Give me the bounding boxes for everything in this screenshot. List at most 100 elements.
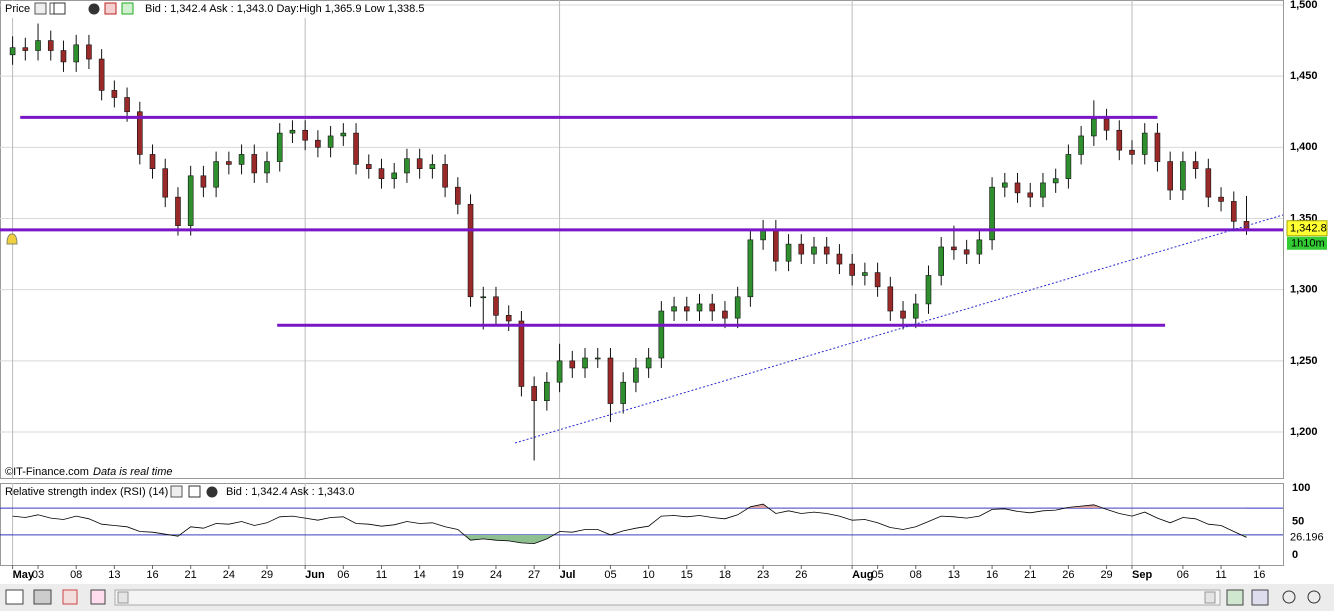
- candle-body: [1180, 161, 1186, 191]
- x-tick-label: 11: [1215, 569, 1226, 581]
- x-tick-label: 24: [223, 569, 235, 581]
- x-tick-label: 23: [757, 569, 769, 581]
- candle-body: [404, 158, 410, 174]
- settings-icon[interactable]: [34, 2, 47, 15]
- candle-body: [887, 286, 894, 312]
- candle-body: [73, 44, 79, 63]
- candle-body: [378, 168, 385, 179]
- x-tick-label: 24: [490, 569, 502, 581]
- candle-body: [1230, 201, 1237, 222]
- candle-body: [798, 243, 805, 255]
- candle-body: [544, 381, 550, 402]
- candle-body: [327, 135, 334, 148]
- rsi-tick-label: 0: [1292, 549, 1298, 561]
- x-tick-label: Jul: [560, 569, 576, 581]
- candle-body: [1103, 118, 1110, 131]
- candle-body: [925, 275, 932, 305]
- x-tick-label: 05: [604, 569, 616, 581]
- candle-body: [162, 168, 169, 198]
- candle-body: [556, 360, 563, 383]
- candle-body: [696, 303, 703, 312]
- x-tick-label: 06: [1177, 569, 1189, 581]
- candle-body: [823, 246, 830, 255]
- candle-body: [1002, 182, 1008, 188]
- candle-body: [836, 253, 843, 265]
- up-icon[interactable]: [121, 2, 134, 15]
- candle-body: [633, 367, 639, 383]
- close-icon[interactable]: [206, 486, 218, 498]
- x-tick-label: 14: [414, 569, 426, 581]
- candle-body: [976, 239, 983, 255]
- candle-body: [111, 90, 118, 98]
- timer-label: 1h10m: [1291, 238, 1325, 250]
- candle-body: [505, 314, 512, 322]
- candle-body: [455, 186, 461, 205]
- settings-icon[interactable]: [170, 485, 183, 498]
- x-tick-label: 21: [185, 569, 197, 581]
- candle-body: [518, 320, 525, 387]
- close-icon[interactable]: [88, 3, 100, 15]
- scroll-right[interactable]: [1204, 591, 1216, 604]
- candle-body: [22, 47, 29, 51]
- window-icon[interactable]: [53, 2, 66, 15]
- rsi-marks: [0, 503, 1283, 545]
- candle-body: [35, 40, 41, 51]
- candle-body: [175, 196, 181, 226]
- rsi-last-label: 26.196: [1290, 531, 1324, 543]
- candle-body: [582, 357, 588, 369]
- rsi-line: [12, 503, 1247, 545]
- pane-toolbar[interactable]: [34, 2, 134, 15]
- mail-button[interactable]: [5, 589, 24, 605]
- x-tick-label: May: [13, 569, 35, 581]
- x-tick-label: 19: [452, 569, 464, 581]
- alert-bell[interactable]: [6, 233, 18, 245]
- candle-body: [365, 164, 372, 169]
- candle-body: [1091, 118, 1097, 137]
- y-tick-label: 1,200: [1290, 426, 1318, 438]
- candle-body: [747, 239, 754, 298]
- candle-body: [1052, 178, 1059, 184]
- print-button[interactable]: [33, 589, 52, 605]
- x-tick-label: 11: [376, 569, 387, 581]
- window-icon[interactable]: [188, 485, 201, 498]
- candle-body: [264, 161, 270, 174]
- x-tick-label: 26: [1062, 569, 1074, 581]
- scrollbar[interactable]: [114, 589, 1221, 606]
- zoom-reset[interactable]: [1282, 590, 1296, 604]
- candle-body: [315, 139, 321, 148]
- candle-body: [811, 246, 817, 255]
- x-tick-label: 15: [681, 569, 693, 581]
- delete-button[interactable]: [62, 589, 78, 605]
- candle-body: [1129, 149, 1135, 155]
- x-tick-label: 18: [719, 569, 731, 581]
- grid: [0, 0, 1283, 569]
- x-tick-label: 13: [948, 569, 960, 581]
- last-price-label: 1,342.8: [1290, 223, 1327, 235]
- candle-body: [136, 111, 143, 155]
- candle-body: [989, 186, 995, 241]
- tool-button[interactable]: [1251, 589, 1269, 606]
- price-marks: [0, 23, 1283, 461]
- trend-line: [514, 214, 1283, 444]
- scroll-left[interactable]: [117, 591, 129, 604]
- x-tick-label: Sep: [1132, 569, 1152, 581]
- rsi-toolbar[interactable]: [170, 485, 218, 498]
- timer-tag: [1287, 236, 1327, 250]
- x-tick-label: 10: [642, 569, 654, 581]
- x-tick-label: 26: [795, 569, 807, 581]
- zoom-in[interactable]: [1307, 590, 1321, 604]
- x-tick-label: 29: [261, 569, 273, 581]
- candle-body: [226, 161, 232, 165]
- candle-body: [353, 132, 359, 165]
- candle-body: [416, 158, 423, 169]
- candle-body: [773, 229, 779, 262]
- candle-body: [480, 296, 487, 299]
- x-tick-label: Aug: [852, 569, 873, 581]
- tool-button[interactable]: [1226, 589, 1244, 606]
- report-button[interactable]: [90, 589, 106, 605]
- rsi-info: Bid : 1,342.4 Ask : 1,343.0: [226, 486, 354, 498]
- x-tick-label: 21: [1024, 569, 1036, 581]
- down-icon[interactable]: [104, 2, 117, 15]
